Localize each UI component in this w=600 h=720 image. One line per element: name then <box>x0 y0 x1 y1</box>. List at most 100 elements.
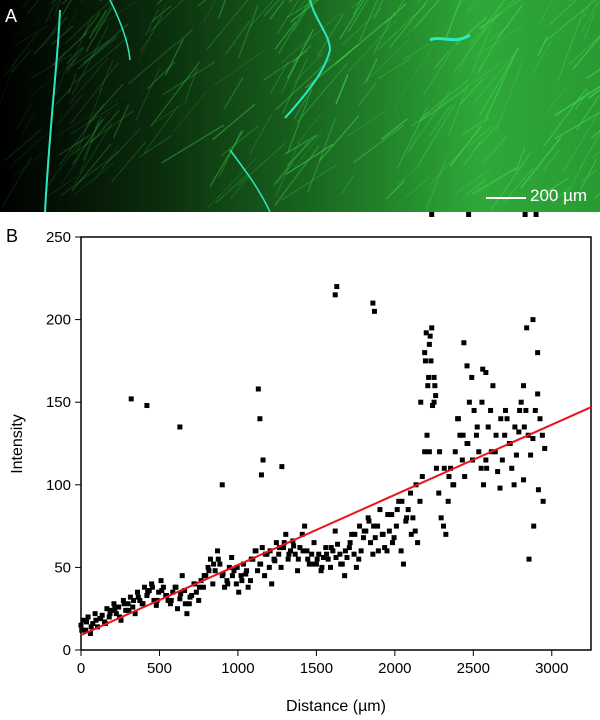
data-point <box>201 573 207 579</box>
data-point <box>476 449 482 455</box>
data-point <box>158 578 164 584</box>
data-point <box>479 399 485 405</box>
data-point <box>380 531 386 537</box>
data-point <box>247 578 253 584</box>
data-point <box>238 573 244 579</box>
data-point <box>427 333 433 339</box>
data-point <box>333 554 339 560</box>
data-point <box>523 407 529 413</box>
data-point <box>418 399 424 405</box>
data-point <box>433 465 439 471</box>
data-point <box>502 407 508 413</box>
panel-a-label: A <box>5 6 18 26</box>
microscopy-image-panel: A 200 µm <box>0 0 600 212</box>
data-point <box>175 606 181 612</box>
data-point <box>513 452 519 458</box>
data-point <box>422 358 428 364</box>
data-point <box>123 607 129 613</box>
data-point <box>313 561 319 567</box>
data-point <box>314 556 320 562</box>
data-point <box>116 604 122 610</box>
data-point <box>226 564 232 570</box>
data-point <box>234 564 240 570</box>
scale-bar <box>486 197 526 199</box>
y-tick-label: 100 <box>46 477 71 494</box>
data-point <box>149 584 155 590</box>
data-point <box>205 564 211 570</box>
data-point <box>480 366 486 372</box>
data-point <box>540 498 546 504</box>
data-point <box>335 541 341 547</box>
data-point <box>521 383 527 389</box>
data-point <box>490 383 496 389</box>
data-points <box>78 212 548 636</box>
data-point <box>433 393 439 399</box>
data-point <box>309 561 315 567</box>
data-point <box>346 545 352 551</box>
data-point <box>233 581 239 587</box>
data-point <box>358 548 364 554</box>
data-point <box>316 551 322 557</box>
data-point <box>328 564 334 570</box>
x-tick-label: 1000 <box>221 660 254 677</box>
data-point <box>149 581 155 587</box>
data-point <box>371 523 377 529</box>
data-point <box>423 330 429 336</box>
data-point <box>200 584 206 590</box>
data-point <box>389 512 395 518</box>
data-point <box>99 612 105 618</box>
data-point <box>85 614 91 620</box>
data-point <box>352 531 358 537</box>
data-point <box>126 607 132 613</box>
data-point <box>484 465 490 471</box>
data-point <box>539 432 545 438</box>
data-point <box>393 523 399 529</box>
data-point <box>431 374 437 380</box>
data-point <box>371 308 377 314</box>
data-point <box>425 383 431 389</box>
data-point <box>528 452 534 458</box>
data-point <box>244 568 250 574</box>
data-point <box>512 424 518 430</box>
data-point <box>240 561 246 567</box>
data-point <box>318 568 324 574</box>
data-point <box>461 340 467 346</box>
data-point <box>342 548 348 554</box>
data-point <box>408 531 414 537</box>
data-point <box>361 528 367 534</box>
data-point <box>125 601 131 607</box>
data-point <box>177 424 183 430</box>
data-point <box>511 482 517 488</box>
data-point <box>403 518 409 524</box>
data-point <box>492 449 498 455</box>
data-point <box>443 531 449 537</box>
y-tick-label: 200 <box>46 312 71 329</box>
data-point <box>83 619 89 625</box>
data-point <box>428 358 434 364</box>
data-point <box>159 588 165 594</box>
data-point <box>532 407 538 413</box>
data-point <box>429 325 435 331</box>
data-point <box>430 403 436 409</box>
data-point <box>382 545 388 551</box>
data-point <box>478 465 484 471</box>
data-point <box>196 584 202 590</box>
fit-line <box>80 406 592 637</box>
data-point <box>334 284 340 290</box>
data-point <box>485 424 491 430</box>
data-point <box>471 407 477 413</box>
x-axis-ticks: 0 500 1000 1500 2000 2500 3000 <box>77 650 568 677</box>
data-point <box>219 482 225 488</box>
data-point <box>366 518 372 524</box>
data-point <box>405 507 411 513</box>
data-point <box>80 617 86 623</box>
data-point <box>140 601 146 607</box>
data-point <box>481 482 487 488</box>
data-point <box>299 531 305 537</box>
data-point <box>332 528 338 534</box>
data-point <box>389 540 395 546</box>
data-point <box>353 564 359 570</box>
data-point <box>106 614 112 620</box>
data-point <box>273 540 279 546</box>
data-point <box>297 545 303 551</box>
